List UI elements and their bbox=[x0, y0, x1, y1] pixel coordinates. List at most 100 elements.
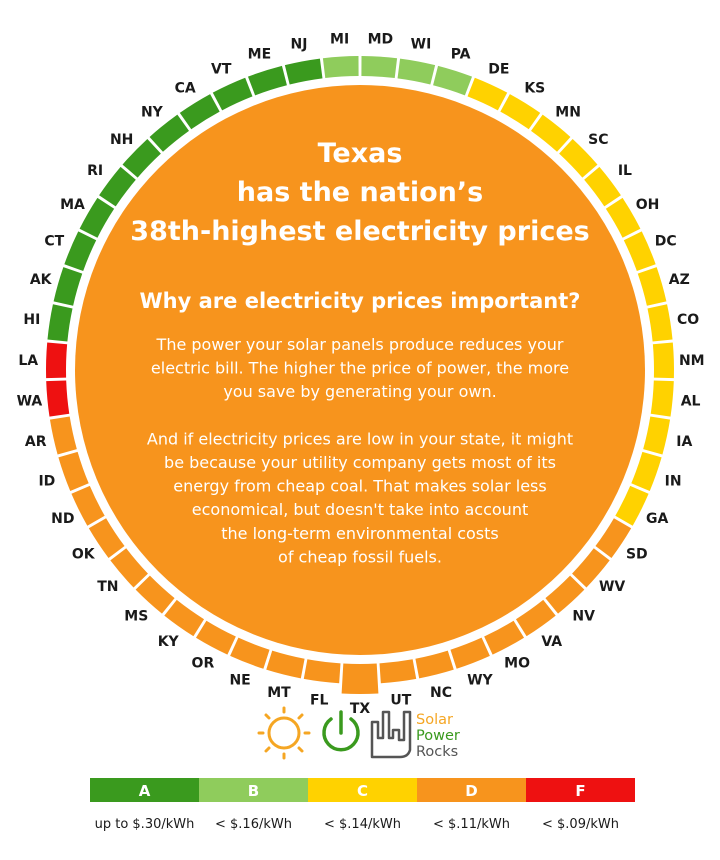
legend-swatch-a bbox=[90, 778, 199, 802]
segment-pa bbox=[433, 65, 473, 96]
state-label-mn: MN bbox=[555, 104, 581, 120]
center-title: Texas has the nation’s 38th-highest elec… bbox=[130, 138, 589, 247]
segment-wv bbox=[572, 548, 610, 588]
state-label-ma: MA bbox=[60, 197, 85, 213]
state-label-nj: NJ bbox=[291, 37, 308, 53]
segment-md bbox=[361, 56, 398, 79]
rock-hand-icon bbox=[370, 710, 412, 759]
ring-labels: MI MD WI PA DE KS MN SC IL OH DC AZ CO NM AL IA IN GA SD WV… bbox=[17, 32, 705, 717]
sun-icon bbox=[257, 706, 311, 760]
segment-va bbox=[515, 599, 556, 637]
state-label-la: LA bbox=[18, 353, 38, 369]
body-line: energy from cheap coal. That makes solar… bbox=[173, 477, 546, 496]
segment-al bbox=[650, 380, 674, 417]
title-line-1: Texas bbox=[318, 138, 403, 169]
legend-grade-b: B bbox=[248, 782, 259, 800]
state-label-nm: NM bbox=[679, 353, 705, 369]
state-label-ga: GA bbox=[646, 511, 668, 527]
segment-ma bbox=[79, 197, 115, 238]
segment-ia bbox=[643, 416, 671, 455]
segment-ri bbox=[99, 166, 136, 207]
segment-fl bbox=[303, 659, 341, 684]
legend-grade-a: A bbox=[139, 782, 151, 800]
state-label-al: AL bbox=[681, 394, 701, 410]
segment-oh bbox=[605, 197, 641, 238]
state-label-sc: SC bbox=[588, 132, 608, 148]
state-label-tx: TX bbox=[350, 701, 371, 717]
segment-ct bbox=[64, 231, 97, 271]
state-label-nh: NH bbox=[110, 132, 133, 148]
state-label-id: ID bbox=[38, 473, 55, 489]
segment-in bbox=[631, 451, 662, 492]
body-line: The power your solar panels produce redu… bbox=[156, 335, 564, 354]
segment-mo bbox=[484, 620, 525, 655]
segment-hi bbox=[47, 304, 73, 342]
segment-nj bbox=[284, 58, 323, 85]
logo-rocks: Rocks bbox=[416, 744, 458, 760]
segment-nc bbox=[415, 650, 454, 679]
state-label-me: ME bbox=[248, 47, 272, 63]
center-disc bbox=[75, 85, 645, 655]
state-label-ar: AR bbox=[25, 434, 47, 450]
segment-mn bbox=[531, 114, 571, 152]
legend-range-c: < $.14/kWh bbox=[324, 817, 401, 832]
segment-ut bbox=[379, 659, 417, 684]
body-line: And if electricity prices are low in you… bbox=[147, 429, 573, 448]
state-label-ok: OK bbox=[72, 546, 96, 562]
legend-swatch-c bbox=[308, 778, 417, 802]
logo: Solar Power Rocks bbox=[257, 706, 460, 760]
segment-ak bbox=[53, 267, 83, 306]
state-label-il: IL bbox=[618, 163, 632, 179]
segment-tn bbox=[110, 548, 148, 588]
ring-segments bbox=[45, 56, 674, 694]
legend-swatch-d bbox=[417, 778, 526, 802]
title-line-3: 38th-highest electricity prices bbox=[130, 216, 589, 247]
legend-swatch-b bbox=[199, 778, 308, 802]
state-label-ny: NY bbox=[141, 104, 164, 120]
segment-ky bbox=[164, 599, 205, 637]
state-label-wy: WY bbox=[467, 673, 493, 689]
segment-or bbox=[195, 620, 236, 655]
state-label-or: OR bbox=[192, 656, 215, 672]
state-label-ia: IA bbox=[676, 434, 692, 450]
state-label-tn: TN bbox=[97, 579, 118, 595]
state-label-ri: RI bbox=[87, 163, 103, 179]
segment-ny bbox=[149, 114, 189, 152]
body-text: The power your solar panels produce redu… bbox=[147, 335, 573, 566]
legend-range-b: < $.16/kWh bbox=[215, 817, 292, 832]
state-label-ms: MS bbox=[124, 608, 148, 624]
state-label-ks: KS bbox=[524, 81, 545, 97]
state-label-nv: NV bbox=[572, 608, 595, 624]
state-label-dc: DC bbox=[655, 234, 677, 250]
state-label-ne: NE bbox=[229, 673, 250, 689]
segment-sd bbox=[595, 518, 632, 559]
legend-grade-f: F bbox=[575, 782, 585, 800]
state-label-hi: HI bbox=[23, 312, 40, 328]
segment-ar bbox=[49, 416, 77, 455]
state-label-wv: WV bbox=[599, 579, 625, 595]
logo-solar: Solar bbox=[416, 712, 453, 728]
state-label-co: CO bbox=[677, 312, 699, 328]
body-line: you save by generating your own. bbox=[223, 382, 496, 401]
state-label-ct: CT bbox=[44, 234, 64, 250]
segment-mi bbox=[322, 56, 359, 79]
segment-ne bbox=[230, 637, 270, 669]
segment-ga bbox=[615, 485, 649, 526]
segment-il bbox=[584, 166, 621, 207]
body-line: the long-term environmental costs bbox=[221, 524, 499, 543]
legend-range-a: up to $.30/kWh bbox=[95, 817, 195, 832]
state-label-mt: MT bbox=[267, 685, 291, 701]
legend-grade-c: C bbox=[357, 782, 368, 800]
body-line: electric bill. The higher the price of p… bbox=[151, 359, 569, 378]
state-label-ak: AK bbox=[30, 272, 53, 288]
segment-tx bbox=[341, 663, 379, 694]
segment-me bbox=[247, 65, 287, 96]
segment-de bbox=[467, 77, 508, 111]
subtitle: Why are electricity prices important? bbox=[140, 289, 581, 313]
segment-ca bbox=[179, 94, 220, 130]
segment-wy bbox=[450, 637, 490, 669]
segment-sc bbox=[559, 138, 598, 178]
legend-range-f: < $.09/kWh bbox=[542, 817, 619, 832]
power-icon bbox=[322, 710, 360, 752]
segment-la bbox=[45, 342, 68, 379]
